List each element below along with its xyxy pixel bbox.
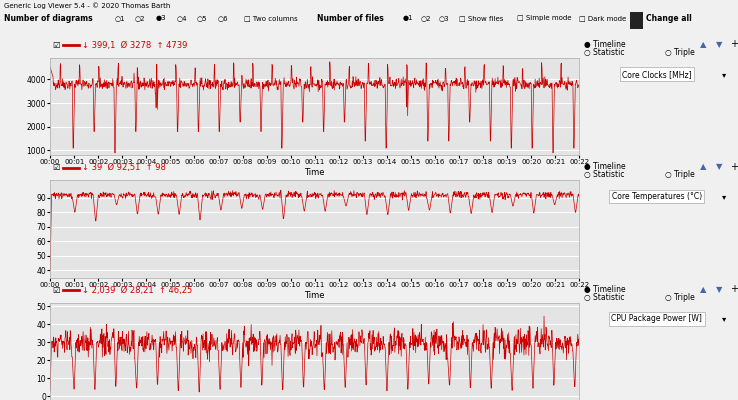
Text: ○2: ○2 <box>421 16 431 22</box>
Text: □ Show files: □ Show files <box>459 16 503 22</box>
Text: □ Simple mode: □ Simple mode <box>517 16 571 22</box>
Text: +: + <box>730 162 738 172</box>
Text: ○3: ○3 <box>439 16 449 22</box>
Text: Generic Log Viewer 5.4 - © 2020 Thomas Barth: Generic Log Viewer 5.4 - © 2020 Thomas B… <box>4 2 170 9</box>
Text: ○5: ○5 <box>197 16 207 22</box>
Text: +: + <box>730 284 738 294</box>
Text: ○6: ○6 <box>218 16 228 22</box>
Text: ▲: ▲ <box>700 40 707 49</box>
Text: ▲: ▲ <box>700 285 707 294</box>
Text: ○1: ○1 <box>114 16 125 22</box>
Text: ▼: ▼ <box>716 40 723 49</box>
Text: Number of files: Number of files <box>317 14 384 23</box>
Text: ▾: ▾ <box>722 314 726 324</box>
Text: ○ Triple: ○ Triple <box>664 48 694 57</box>
Text: ▾: ▾ <box>722 192 726 201</box>
Text: ● Timeline: ● Timeline <box>584 162 626 171</box>
Text: ↓ 399,1  Ø 3278  ↑ 4739: ↓ 399,1 Ø 3278 ↑ 4739 <box>82 41 187 50</box>
Text: ☑: ☑ <box>52 163 59 172</box>
Text: +: + <box>730 39 738 49</box>
Bar <box>630 12 643 29</box>
Text: ● Timeline: ● Timeline <box>584 285 626 294</box>
X-axis label: Time: Time <box>305 290 325 300</box>
Text: ○ Statistic: ○ Statistic <box>584 293 624 302</box>
Text: ●1: ●1 <box>402 16 413 22</box>
X-axis label: Time: Time <box>305 168 325 177</box>
Text: □ Two columns: □ Two columns <box>244 16 297 22</box>
Text: ↓ 39  Ø 92,51  ↑ 98: ↓ 39 Ø 92,51 ↑ 98 <box>82 163 166 172</box>
Text: ○4: ○4 <box>176 16 187 22</box>
Text: □ Dark mode: □ Dark mode <box>579 16 627 22</box>
Text: ○ Statistic: ○ Statistic <box>584 170 624 179</box>
Text: Core Temperatures (°C): Core Temperatures (°C) <box>612 192 702 201</box>
Text: Core Clocks [MHz]: Core Clocks [MHz] <box>622 70 692 79</box>
Text: ▼: ▼ <box>716 285 723 294</box>
Text: ○ Triple: ○ Triple <box>664 170 694 179</box>
Text: Change all: Change all <box>646 14 692 23</box>
Text: ▼: ▼ <box>716 162 723 171</box>
Text: CPU Package Power [W]: CPU Package Power [W] <box>611 314 703 324</box>
Text: ● Timeline: ● Timeline <box>584 40 626 49</box>
Text: ○2: ○2 <box>135 16 145 22</box>
Text: ↓ 2,039  Ø 28,21  ↑ 46,25: ↓ 2,039 Ø 28,21 ↑ 46,25 <box>82 286 192 295</box>
Text: ☑: ☑ <box>52 286 59 295</box>
Text: ☑: ☑ <box>52 41 59 50</box>
Text: Number of diagrams: Number of diagrams <box>4 14 92 23</box>
Text: ○ Statistic: ○ Statistic <box>584 48 624 57</box>
Text: ●3: ●3 <box>156 16 166 22</box>
Text: ▾: ▾ <box>722 70 726 79</box>
Text: ▲: ▲ <box>700 162 707 171</box>
Text: ○ Triple: ○ Triple <box>664 293 694 302</box>
